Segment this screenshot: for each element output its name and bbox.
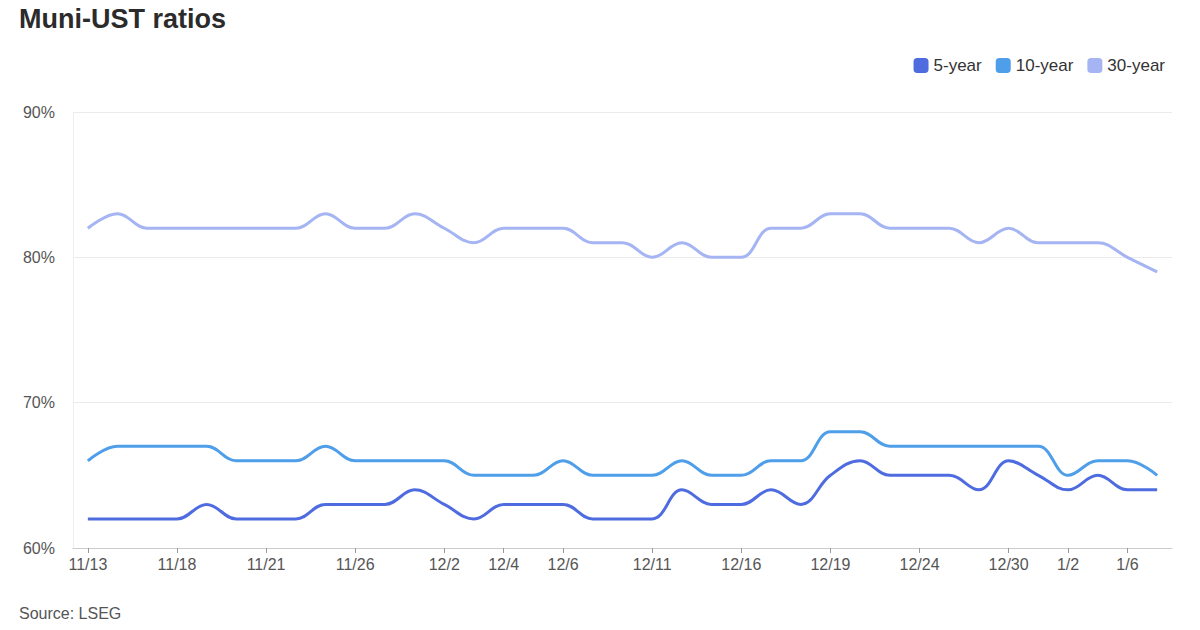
svg-text:70%: 70% [23, 394, 55, 411]
svg-text:80%: 80% [23, 249, 55, 266]
svg-text:5-year: 5-year [934, 56, 983, 75]
svg-text:12/11: 12/11 [633, 556, 672, 573]
svg-text:12/30: 12/30 [989, 556, 1029, 573]
svg-text:60%: 60% [23, 540, 55, 557]
svg-text:10-year: 10-year [1016, 56, 1074, 75]
svg-text:12/4: 12/4 [488, 556, 519, 573]
svg-text:12/2: 12/2 [429, 556, 460, 573]
svg-text:11/13: 11/13 [68, 556, 107, 573]
svg-text:12/6: 12/6 [548, 556, 579, 573]
svg-text:90%: 90% [23, 104, 55, 121]
svg-text:1/2: 1/2 [1057, 556, 1079, 573]
svg-text:11/21: 11/21 [247, 556, 286, 573]
svg-text:1/6: 1/6 [1116, 556, 1138, 573]
svg-text:30-year: 30-year [1107, 56, 1165, 75]
svg-text:Muni-UST ratios: Muni-UST ratios [19, 4, 226, 34]
svg-text:11/26: 11/26 [336, 556, 375, 573]
svg-text:11/18: 11/18 [158, 556, 197, 573]
svg-text:12/24: 12/24 [900, 556, 940, 573]
svg-text:Source: LSEG: Source: LSEG [19, 605, 121, 622]
svg-text:12/19: 12/19 [810, 556, 850, 573]
svg-text:12/16: 12/16 [721, 556, 761, 573]
